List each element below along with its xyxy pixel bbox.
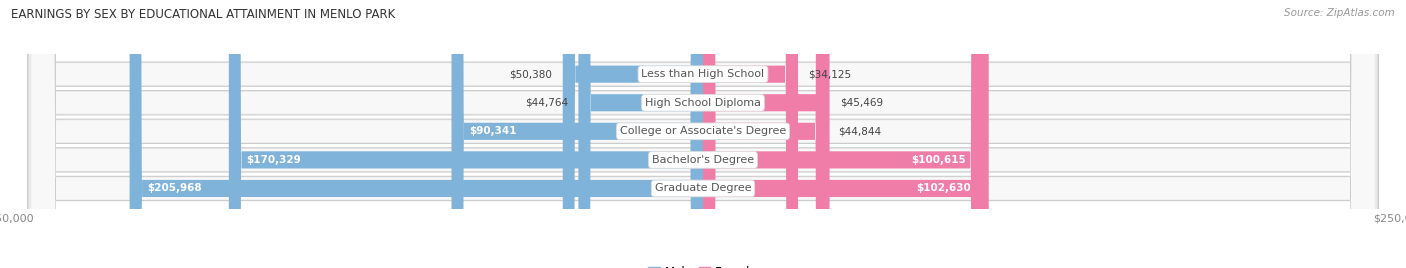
Text: $205,968: $205,968: [148, 184, 201, 193]
FancyBboxPatch shape: [451, 0, 703, 268]
FancyBboxPatch shape: [703, 0, 988, 268]
FancyBboxPatch shape: [31, 0, 1375, 268]
Text: $90,341: $90,341: [468, 126, 516, 136]
Text: $44,844: $44,844: [838, 126, 882, 136]
Text: $170,329: $170,329: [246, 155, 301, 165]
FancyBboxPatch shape: [229, 0, 703, 268]
Text: Graduate Degree: Graduate Degree: [655, 184, 751, 193]
Text: $34,125: $34,125: [808, 69, 852, 79]
Text: $44,764: $44,764: [524, 98, 568, 108]
Text: $100,615: $100,615: [911, 155, 966, 165]
FancyBboxPatch shape: [28, 0, 1378, 268]
Text: EARNINGS BY SEX BY EDUCATIONAL ATTAINMENT IN MENLO PARK: EARNINGS BY SEX BY EDUCATIONAL ATTAINMEN…: [11, 8, 395, 21]
FancyBboxPatch shape: [578, 0, 703, 268]
Text: $102,630: $102,630: [917, 184, 972, 193]
FancyBboxPatch shape: [703, 0, 983, 268]
Text: Less than High School: Less than High School: [641, 69, 765, 79]
FancyBboxPatch shape: [28, 0, 1378, 268]
FancyBboxPatch shape: [28, 0, 1378, 268]
Text: College or Associate's Degree: College or Associate's Degree: [620, 126, 786, 136]
Text: $50,380: $50,380: [509, 69, 553, 79]
FancyBboxPatch shape: [703, 0, 830, 268]
FancyBboxPatch shape: [28, 0, 1378, 268]
Text: Bachelor's Degree: Bachelor's Degree: [652, 155, 754, 165]
Legend: Male, Female: Male, Female: [644, 262, 762, 268]
FancyBboxPatch shape: [28, 0, 1378, 268]
FancyBboxPatch shape: [562, 0, 703, 268]
FancyBboxPatch shape: [703, 0, 799, 268]
FancyBboxPatch shape: [31, 0, 1375, 268]
FancyBboxPatch shape: [31, 0, 1375, 268]
Text: $45,469: $45,469: [839, 98, 883, 108]
FancyBboxPatch shape: [703, 0, 828, 268]
FancyBboxPatch shape: [31, 0, 1375, 268]
FancyBboxPatch shape: [129, 0, 703, 268]
Text: High School Diploma: High School Diploma: [645, 98, 761, 108]
Text: Source: ZipAtlas.com: Source: ZipAtlas.com: [1284, 8, 1395, 18]
FancyBboxPatch shape: [31, 0, 1375, 268]
